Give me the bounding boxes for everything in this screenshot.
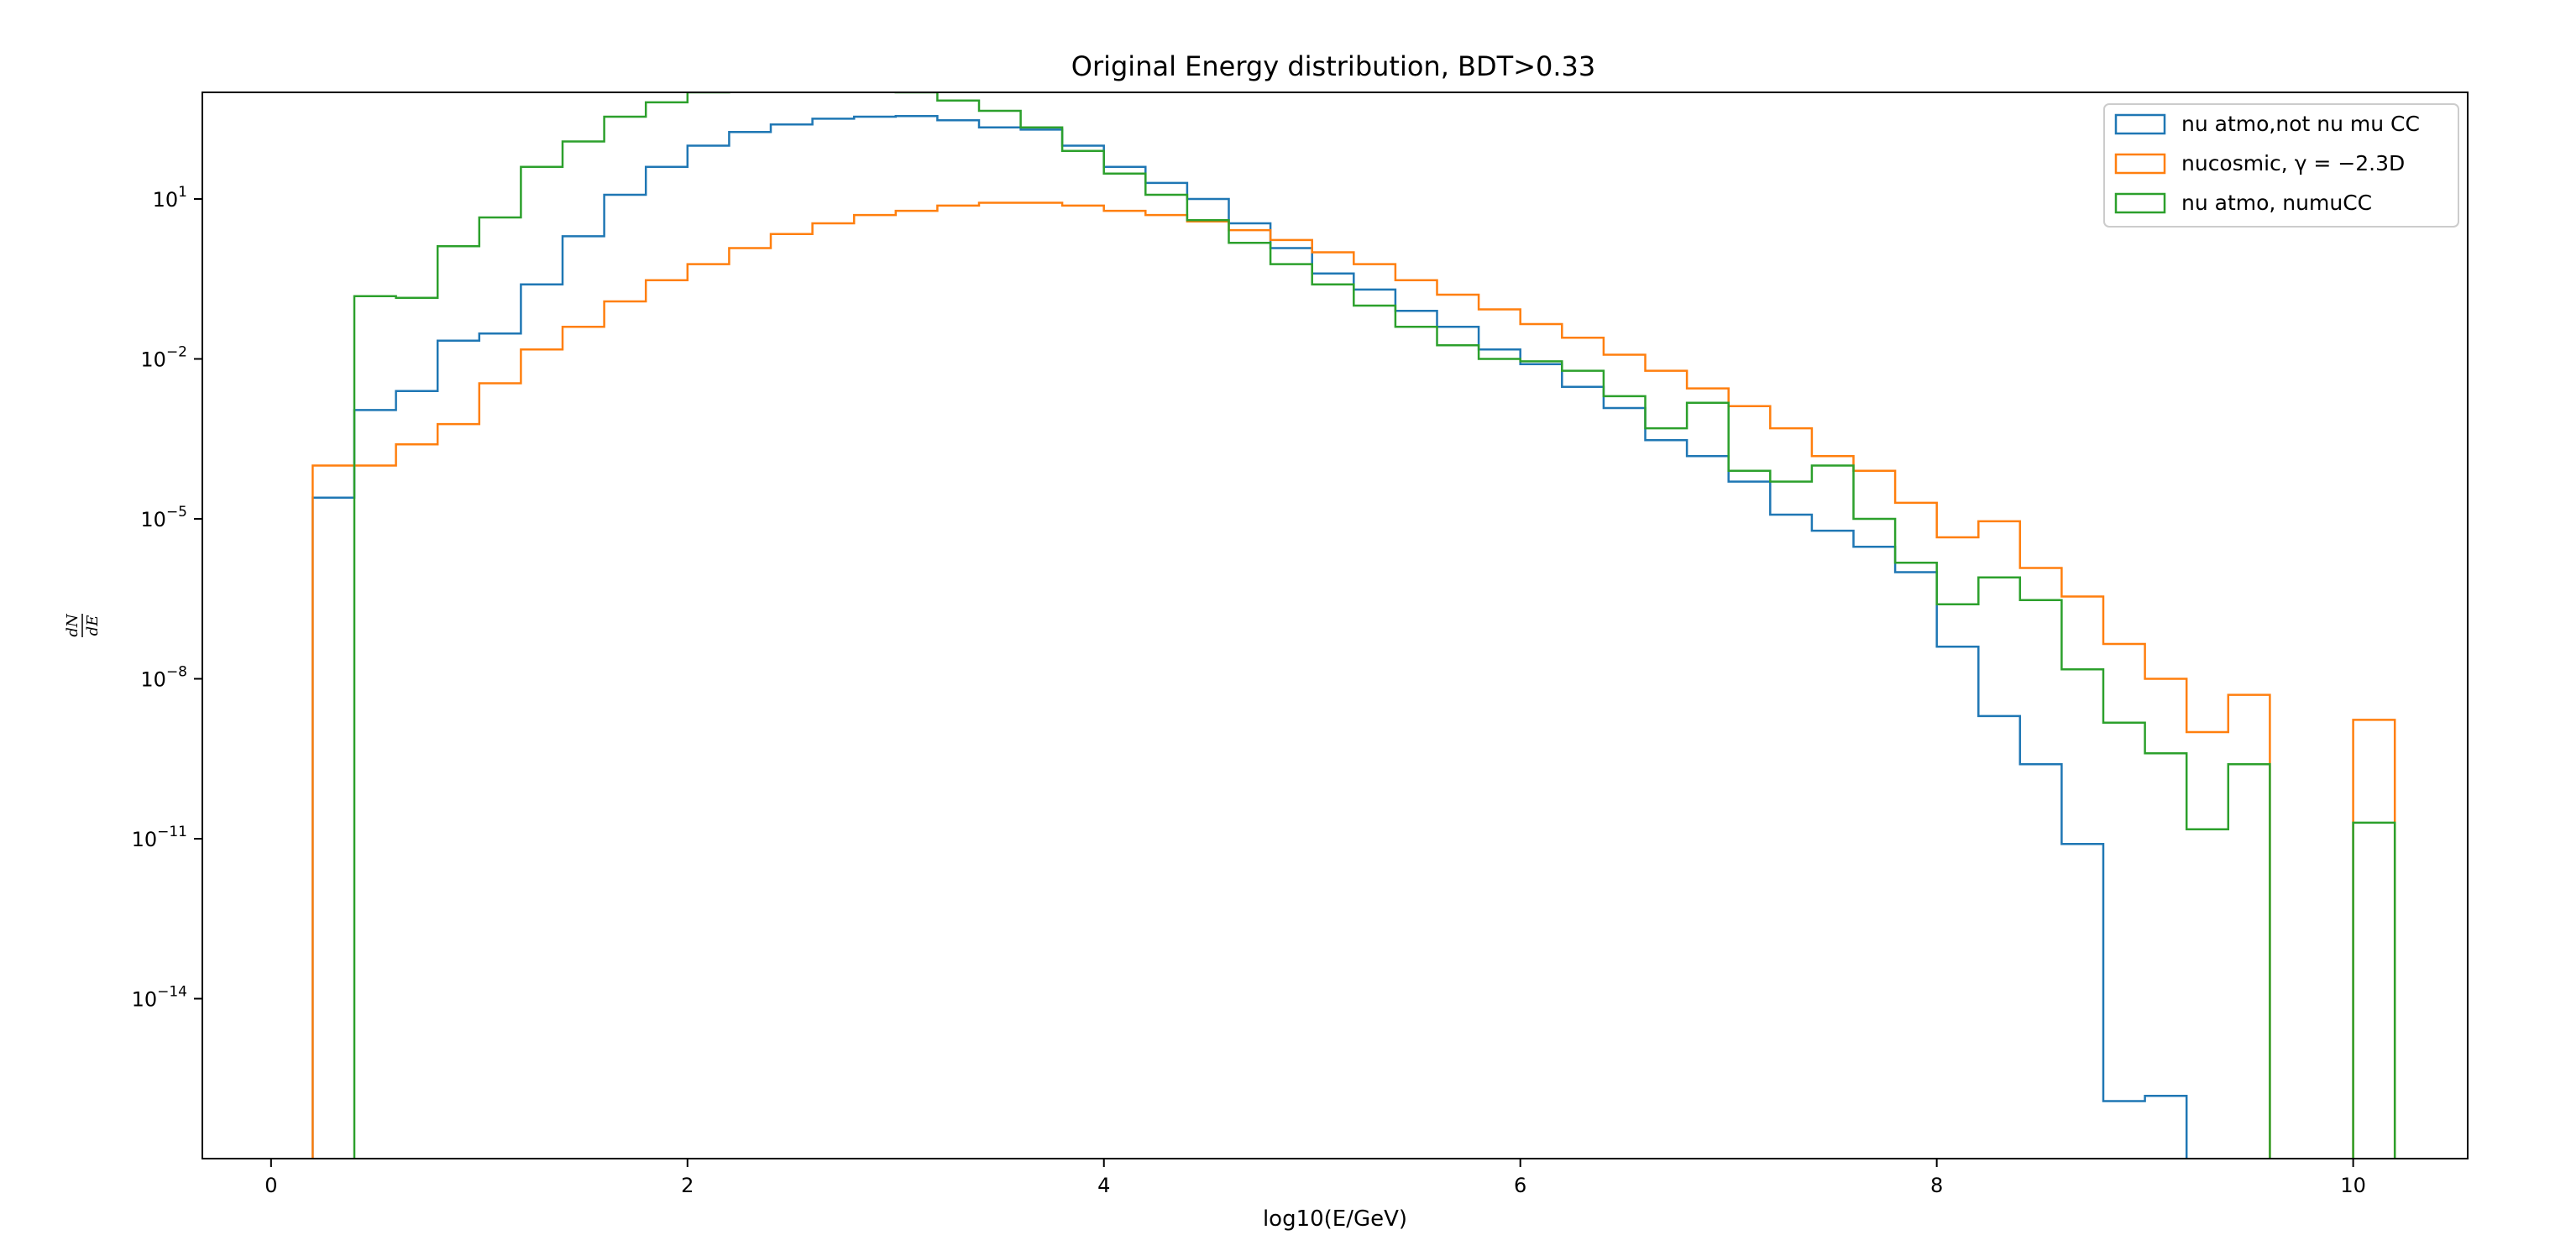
y-axis-label: dN dE	[64, 613, 102, 637]
y-axis: 101 10−2 10−5 10−8 10−11 10−14	[132, 184, 202, 1012]
x-tick-label-1: 2	[681, 1174, 694, 1197]
chart-title: Original Energy distribution, BDT>0.33	[1071, 50, 1596, 82]
y-tick-label-0: 101	[153, 184, 187, 212]
x-tick-label-3: 6	[1514, 1174, 1526, 1197]
legend-label-1: nucosmic, γ = −2.3D	[2181, 151, 2405, 175]
x-tick-label-0: 0	[264, 1174, 277, 1197]
y-tick-label-2: 10−5	[140, 504, 187, 531]
legend-swatch-2	[2114, 192, 2166, 214]
series-line-1	[312, 201, 2396, 1159]
series-line-2	[353, 92, 2396, 1159]
y-tick-label-4: 10−11	[132, 824, 187, 851]
legend-label-2: nu atmo, numuCC	[2181, 191, 2372, 215]
x-axis-label: log10(E/GeV)	[1263, 1206, 1407, 1232]
y-axis-label-numerator: dN	[64, 613, 81, 637]
y-tick-label-5: 10−14	[132, 984, 187, 1012]
legend: nu atmo,not nu mu CC nucosmic, γ = −2.3D…	[2103, 103, 2459, 228]
series-layer	[312, 92, 2396, 1159]
x-tick-label-4: 8	[1930, 1174, 1943, 1197]
x-tick-label-5: 10	[2340, 1174, 2366, 1197]
legend-label-0: nu atmo,not nu mu CC	[2181, 112, 2420, 136]
x-axis: 0 2 4 6 8 10	[264, 1159, 2366, 1197]
x-tick-label-2: 4	[1097, 1174, 1110, 1197]
y-tick-label-3: 10−8	[140, 664, 187, 692]
legend-swatch-1	[2114, 153, 2166, 175]
y-tick-label-1: 10−2	[140, 344, 187, 372]
plot-frame	[202, 92, 2469, 1159]
y-axis-label-denominator: dE	[84, 615, 102, 636]
legend-swatch-0	[2114, 113, 2166, 135]
series-line-0	[312, 114, 2188, 1159]
legend-box	[2103, 103, 2459, 228]
